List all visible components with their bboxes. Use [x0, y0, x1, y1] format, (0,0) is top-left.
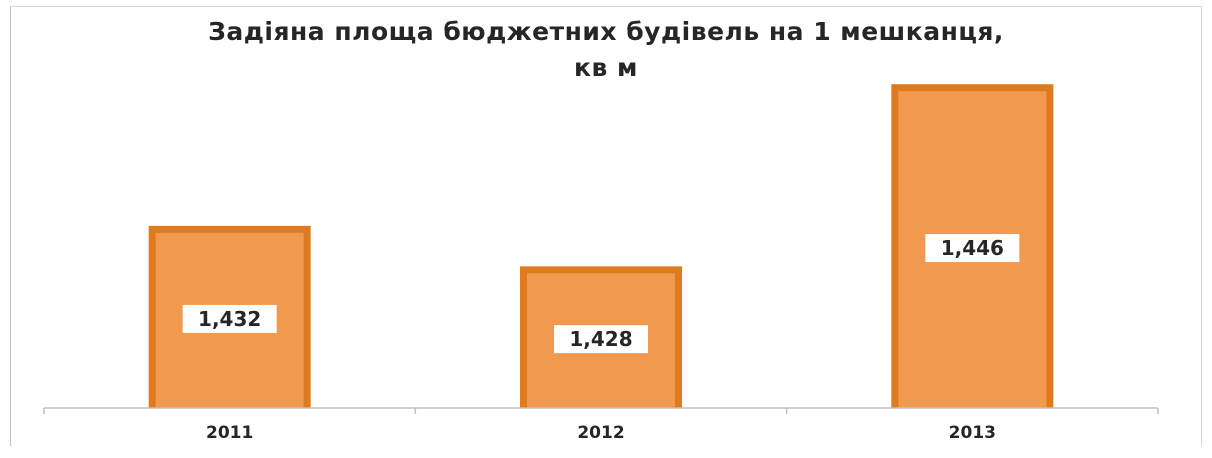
bar-2011: 1,432 [148, 225, 311, 408]
x-tick-label: 2013 [949, 423, 996, 443]
bars-layer: 1,432 1,428 1,446 [148, 84, 1054, 408]
chart-frame [10, 6, 1202, 446]
x-tick-label: 2011 [206, 423, 253, 443]
data-label: 1,446 [941, 236, 1004, 260]
data-label-box [925, 234, 1020, 263]
data-label: 1,432 [198, 307, 261, 331]
x-tick-label: 2012 [577, 423, 624, 443]
chart-title: Задіяна площа бюджетних будівель на 1 ме… [208, 17, 1004, 82]
data-label-box [554, 325, 648, 354]
ticks-layer: 2011 2012 2013 [43, 408, 1159, 443]
data-label-box [182, 304, 277, 333]
bar-2012: 1,428 [520, 266, 682, 408]
data-label: 1,428 [569, 327, 632, 351]
bar-2013: 1,446 [891, 84, 1054, 408]
